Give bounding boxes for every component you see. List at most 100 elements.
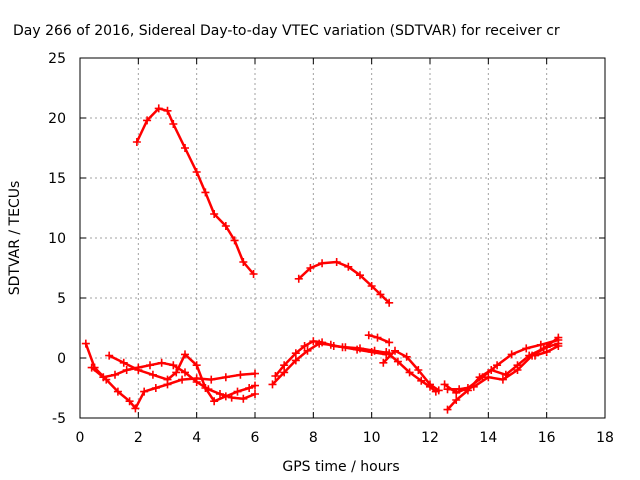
data-point: [172, 368, 181, 377]
data-point: [236, 370, 245, 379]
data-point: [431, 387, 440, 396]
series-arc-1: [132, 104, 258, 278]
y-tick-label: 15: [48, 171, 66, 187]
series-arc-10: [382, 348, 440, 396]
data-point: [402, 352, 411, 361]
data-point: [233, 387, 242, 396]
data-point: [163, 375, 172, 384]
x-tick-label: 8: [309, 430, 318, 446]
data-point: [280, 368, 289, 377]
data-point: [498, 375, 507, 384]
data-point: [487, 366, 496, 374]
data-point: [318, 259, 327, 268]
x-tick-label: 0: [76, 430, 85, 446]
data-point: [452, 396, 461, 404]
data-point: [157, 358, 166, 367]
data-point: [192, 378, 201, 386]
data-point: [554, 342, 563, 350]
data-point: [341, 343, 350, 352]
data-series: [81, 104, 563, 414]
data-point: [291, 349, 300, 358]
data-point: [239, 258, 248, 266]
data-point: [332, 258, 341, 266]
data-point: [87, 363, 96, 372]
data-point: [440, 380, 449, 389]
data-point: [385, 338, 394, 347]
data-point: [291, 356, 300, 365]
y-tick-label: 5: [57, 291, 66, 307]
data-point: [405, 368, 414, 377]
data-point: [507, 350, 516, 359]
data-point: [230, 236, 239, 245]
x-tick-label: 10: [363, 430, 381, 446]
chart-title: Day 266 of 2016, Sidereal Day-to-day VTE…: [13, 23, 560, 39]
data-point: [475, 373, 484, 382]
data-point: [105, 351, 114, 360]
data-point: [216, 390, 224, 398]
series-arc-8: [364, 331, 394, 347]
data-point: [181, 350, 189, 359]
data-point: [201, 384, 210, 392]
data-point: [192, 361, 201, 370]
data-point: [251, 381, 259, 390]
data-point: [364, 331, 373, 340]
data-point: [443, 405, 452, 414]
data-point: [484, 373, 493, 382]
data-point: [192, 168, 201, 176]
data-point: [210, 397, 219, 406]
data-point: [221, 392, 230, 401]
data-point: [221, 222, 230, 230]
y-axis-title: SDTVAR / TECUs: [7, 181, 23, 296]
y-tick-labels: -5 0 5 10 15 20 25: [48, 51, 66, 427]
data-point: [370, 346, 379, 355]
data-point: [356, 344, 364, 353]
data-point: [134, 366, 143, 374]
data-point: [221, 373, 230, 382]
data-point: [163, 106, 172, 115]
data-point: [151, 384, 160, 392]
y-tick-label: 0: [57, 351, 66, 367]
data-point: [391, 346, 399, 355]
data-point: [169, 361, 178, 370]
data-point: [154, 104, 163, 113]
data-point: [385, 298, 394, 307]
y-tick-label: 20: [48, 111, 66, 127]
data-point: [140, 387, 149, 396]
x-axis-title: GPS time / hours: [282, 459, 399, 475]
data-point: [373, 333, 382, 342]
series-line: [382, 349, 441, 392]
x-tick-labels: 0 2 4 6 8 10 12 14 16 18: [76, 430, 614, 446]
data-point: [131, 404, 140, 413]
data-point: [201, 188, 210, 197]
axis-ticks: [79, 57, 606, 419]
data-point: [132, 138, 141, 146]
data-point: [178, 375, 187, 384]
series-arc-2: [294, 258, 394, 307]
data-point: [367, 282, 376, 290]
data-point: [513, 366, 522, 374]
data-point: [379, 358, 388, 367]
data-point: [306, 264, 315, 272]
x-tick-label: 6: [251, 430, 260, 446]
data-point: [300, 342, 309, 350]
data-point: [493, 361, 502, 370]
data-point: [303, 346, 312, 355]
data-point: [122, 366, 131, 374]
data-point: [393, 357, 402, 366]
data-point: [531, 351, 539, 360]
data-point: [143, 116, 152, 125]
data-point: [268, 380, 277, 389]
data-point: [99, 373, 108, 382]
data-point: [207, 375, 216, 384]
data-point: [271, 372, 280, 380]
grid-lines: [80, 58, 605, 418]
data-point: [81, 339, 90, 348]
data-point: [146, 361, 154, 370]
y-tick-label: 10: [48, 231, 66, 247]
data-point: [251, 390, 259, 398]
data-point: [181, 368, 189, 377]
series-arc-14: [531, 342, 563, 360]
data-point: [329, 342, 338, 350]
